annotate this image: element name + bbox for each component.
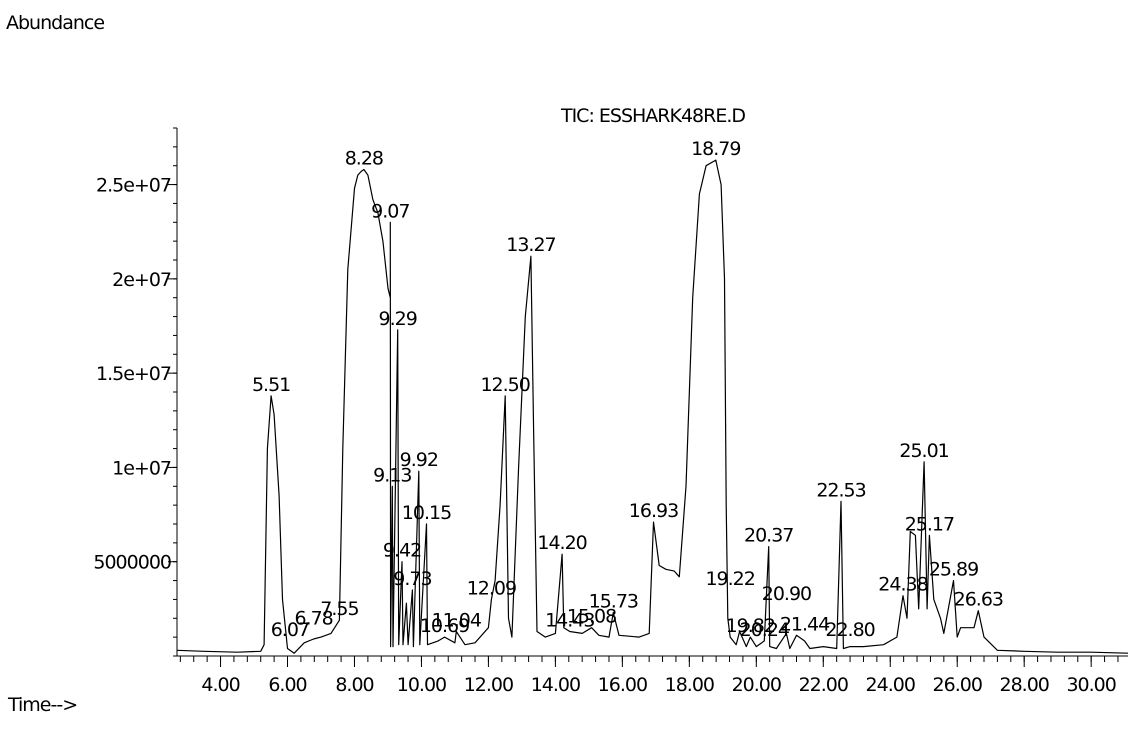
peak-label: 9.42 bbox=[383, 540, 421, 562]
y-tick-label: 2e+07 bbox=[112, 269, 171, 291]
x-tick-label: 22.00 bbox=[799, 674, 848, 696]
peak-label: 25.01 bbox=[899, 440, 948, 462]
x-tick-label: 30.00 bbox=[1066, 674, 1115, 696]
series-line bbox=[176, 159, 1129, 654]
x-tick-label: 26.00 bbox=[933, 674, 982, 696]
peak-label: 21.44 bbox=[780, 613, 830, 635]
peak-label: 6.78 bbox=[294, 608, 332, 630]
peak-label: 16.93 bbox=[629, 500, 678, 522]
x-tick-label: 14.00 bbox=[531, 674, 580, 696]
peak-label: 22.80 bbox=[825, 619, 874, 641]
peak-label: 9.29 bbox=[379, 308, 417, 330]
x-tick-label: 8.00 bbox=[335, 674, 373, 696]
peak-label: 22.53 bbox=[816, 479, 865, 501]
peak-label: 15.73 bbox=[589, 591, 638, 613]
peak-label: 19.82 bbox=[726, 615, 775, 637]
y-axis-caption: Abundance bbox=[6, 12, 105, 34]
x-tick-label: 18.00 bbox=[665, 674, 714, 696]
peak-label: 11.04 bbox=[432, 609, 482, 631]
x-tick-label: 4.00 bbox=[201, 674, 239, 696]
peak-label: 20.37 bbox=[744, 525, 793, 547]
x-tick-label: 6.00 bbox=[268, 674, 306, 696]
peak-label: 5.51 bbox=[252, 374, 290, 396]
peak-label: 25.89 bbox=[929, 559, 978, 581]
peak-label: 25.17 bbox=[905, 513, 954, 535]
peak-label: 15.08 bbox=[567, 606, 616, 628]
y-tick-label: 1.5e+07 bbox=[96, 363, 171, 385]
x-tick-label: 16.00 bbox=[598, 674, 647, 696]
peak-labels: 5.51 6.076.787.55 8.28 9.07 9.29 9.13 9.42 9.73… bbox=[252, 138, 1004, 641]
peak-label: 9.73 bbox=[393, 568, 431, 590]
x-tick-label: 12.00 bbox=[464, 674, 513, 696]
peak-label: 9.92 bbox=[400, 449, 438, 471]
peak-label: 9.07 bbox=[371, 200, 409, 222]
peak-label: 14.20 bbox=[537, 532, 586, 554]
peak-label: 10.69 bbox=[420, 615, 469, 637]
tic-trace bbox=[176, 159, 1129, 654]
x-tick-label: 24.00 bbox=[866, 674, 915, 696]
peak-label: 20.90 bbox=[762, 583, 811, 605]
x-tick-label: 28.00 bbox=[999, 674, 1048, 696]
x-tick-label: 20.00 bbox=[732, 674, 781, 696]
peak-label: 14.43 bbox=[545, 609, 594, 631]
y-tick-label: 5000000 bbox=[93, 552, 171, 574]
axis-ticks: 4.00 6.00 8.00 10.00 12.00 14.00 16.00 18.00 20.… bbox=[93, 127, 1119, 696]
chart-axes bbox=[176, 128, 1128, 657]
x-tick-label: 10.00 bbox=[397, 674, 446, 696]
y-tick-label: 2.5e+07 bbox=[96, 175, 171, 197]
y-tick-label: 1e+07 bbox=[112, 457, 171, 479]
x-axis-caption: Time--> bbox=[8, 694, 78, 716]
peak-label: 26.63 bbox=[954, 589, 1003, 611]
peak-label: 6.07 bbox=[271, 619, 309, 641]
peak-label: 13.27 bbox=[506, 234, 555, 256]
chart-title: TIC: ESSHARK48RE.D bbox=[560, 105, 745, 127]
peak-label: 12.50 bbox=[480, 374, 529, 396]
peak-label: 8.28 bbox=[345, 147, 383, 169]
peak-label: 7.55 bbox=[320, 598, 358, 620]
peak-label: 18.79 bbox=[691, 138, 740, 160]
peak-label: 9.13 bbox=[373, 464, 411, 486]
peak-label: 20.24 bbox=[740, 619, 790, 641]
peak-label: 12.09 bbox=[467, 577, 516, 599]
peak-label: 24.38 bbox=[878, 574, 927, 596]
peak-label: 19.22 bbox=[705, 568, 754, 590]
peak-label: 10.15 bbox=[402, 502, 451, 524]
